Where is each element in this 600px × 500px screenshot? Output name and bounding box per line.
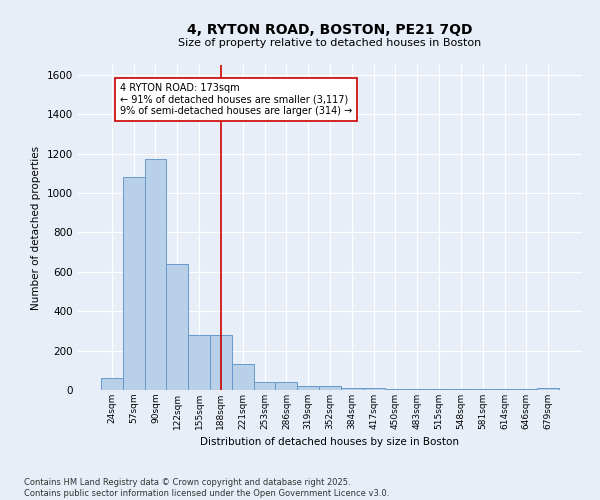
Bar bbox=[319, 386, 341, 390]
Bar bbox=[123, 178, 145, 390]
Text: 4, RYTON ROAD, BOSTON, PE21 7QD: 4, RYTON ROAD, BOSTON, PE21 7QD bbox=[187, 22, 473, 36]
Bar bbox=[385, 389, 406, 390]
Bar bbox=[210, 335, 232, 390]
Bar bbox=[341, 388, 363, 390]
Bar bbox=[406, 389, 428, 390]
Y-axis label: Number of detached properties: Number of detached properties bbox=[31, 146, 41, 310]
Bar bbox=[232, 364, 254, 390]
Bar bbox=[275, 382, 297, 390]
Bar bbox=[450, 389, 472, 390]
Bar bbox=[297, 386, 319, 390]
Bar bbox=[188, 335, 210, 390]
Text: Contains HM Land Registry data © Crown copyright and database right 2025.
Contai: Contains HM Land Registry data © Crown c… bbox=[24, 478, 389, 498]
Bar bbox=[101, 378, 123, 390]
Text: 4 RYTON ROAD: 173sqm
← 91% of detached houses are smaller (3,117)
9% of semi-det: 4 RYTON ROAD: 173sqm ← 91% of detached h… bbox=[120, 82, 352, 116]
Bar bbox=[515, 389, 537, 390]
X-axis label: Distribution of detached houses by size in Boston: Distribution of detached houses by size … bbox=[200, 438, 460, 448]
Bar bbox=[537, 388, 559, 390]
Bar bbox=[363, 388, 385, 390]
Bar bbox=[472, 389, 494, 390]
Bar bbox=[428, 389, 450, 390]
Bar bbox=[166, 264, 188, 390]
Bar bbox=[494, 389, 515, 390]
Text: Size of property relative to detached houses in Boston: Size of property relative to detached ho… bbox=[178, 38, 482, 48]
Bar bbox=[254, 382, 275, 390]
Bar bbox=[145, 158, 166, 390]
